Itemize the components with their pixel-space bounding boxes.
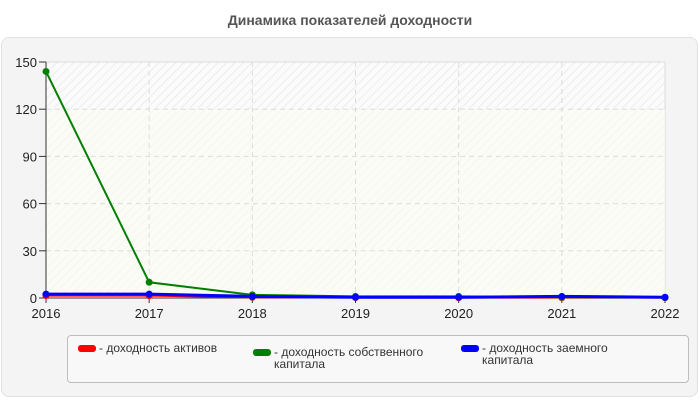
- data-point[interactable]: [42, 67, 50, 75]
- x-tick-label: 2021: [547, 306, 576, 321]
- y-tick-label: 150: [15, 55, 37, 70]
- legend-item-debt: - доходность заемного капитала: [461, 342, 632, 366]
- data-point[interactable]: [42, 290, 50, 298]
- x-tick-label: 2017: [135, 306, 164, 321]
- y-tick-label: 60: [23, 197, 37, 212]
- legend-swatch-red: [78, 345, 96, 352]
- x-tick-label: 2016: [32, 306, 61, 321]
- data-point[interactable]: [455, 293, 463, 301]
- x-tick-label: 2020: [444, 306, 473, 321]
- legend-swatch-green: [253, 349, 271, 356]
- legend-item-equity: - доходность собственного капитала: [253, 346, 444, 370]
- data-point[interactable]: [248, 292, 256, 300]
- x-tick-label: 2018: [238, 306, 267, 321]
- data-point[interactable]: [661, 293, 669, 301]
- y-tick-label: 0: [30, 291, 37, 306]
- legend: - доходность активов - доходность собств…: [67, 335, 689, 383]
- y-tick-label: 90: [23, 149, 37, 164]
- data-point[interactable]: [145, 290, 153, 298]
- legend-item-assets: - доходность активов: [78, 342, 269, 354]
- data-point[interactable]: [145, 278, 153, 286]
- legend-swatch-blue: [461, 345, 479, 352]
- data-point[interactable]: [558, 292, 566, 300]
- x-tick-label: 2022: [651, 306, 680, 321]
- data-point[interactable]: [352, 293, 359, 301]
- y-tick-label: 30: [23, 244, 37, 259]
- x-tick-label: 2019: [341, 306, 370, 321]
- y-tick-label: 120: [15, 102, 37, 117]
- chart-title: Динамика показателей доходности: [227, 12, 473, 28]
